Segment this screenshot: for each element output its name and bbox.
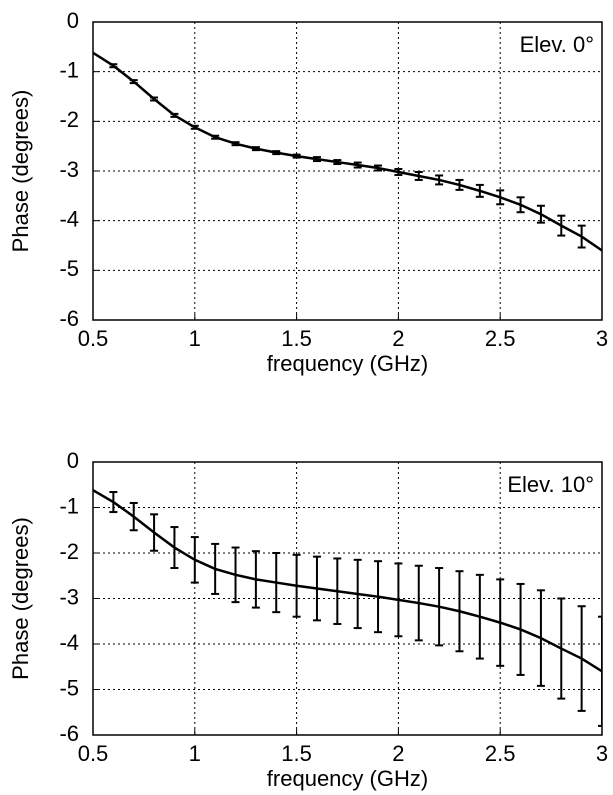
- error-bar: [475, 183, 484, 198]
- error-bar: [414, 564, 423, 642]
- y-tick-label: 0: [67, 448, 79, 473]
- x-tick-label: 2: [392, 741, 404, 766]
- x-tick-label: 1: [189, 326, 201, 351]
- error-bar: [272, 150, 281, 156]
- x-tick-label: 0.5: [78, 326, 109, 351]
- error-bar: [312, 156, 321, 163]
- error-bar: [496, 189, 505, 206]
- y-tick-label: -3: [59, 157, 79, 182]
- error-bar: [374, 164, 383, 172]
- y-tick-label: -5: [59, 256, 79, 281]
- plot-frame: [92, 21, 603, 321]
- plot-area: [93, 51, 602, 252]
- annotation: Elev. 10°: [507, 472, 594, 497]
- y-tick-label: -4: [59, 630, 79, 655]
- error-bar: [231, 546, 240, 604]
- error-bar: [292, 553, 301, 618]
- error-bar: [353, 161, 362, 169]
- plot-area: [93, 489, 602, 727]
- error-bar: [414, 170, 423, 181]
- y-tick-label: -2: [59, 107, 79, 132]
- annotation: Elev. 0°: [520, 32, 594, 57]
- error-bar: [455, 178, 464, 191]
- error-bar: [577, 605, 586, 712]
- error-bar: [435, 567, 444, 647]
- error-bar: [598, 615, 602, 727]
- error-bar: [251, 146, 260, 152]
- error-bar: [292, 153, 301, 159]
- x-tick-label: 1.5: [281, 326, 312, 351]
- y-tick-label: 0: [67, 8, 79, 33]
- y-axis-label: Phase (degrees): [8, 517, 33, 680]
- error-bar: [557, 597, 566, 700]
- y-axis-label: Phase (degrees): [8, 90, 33, 253]
- error-bar: [557, 214, 566, 237]
- error-bar: [129, 79, 138, 85]
- error-bar: [455, 570, 464, 653]
- y-tick-label: -3: [59, 584, 79, 609]
- error-bar: [577, 224, 586, 249]
- subplot: 0 -1 -2 -3 -4 -5 -60.5 1 1.5 2 2.5 3 Elev. 10° freque…: [8, 448, 608, 791]
- y-tick-label: -5: [59, 675, 79, 700]
- error-bar: [231, 141, 240, 147]
- error-bar: [170, 112, 179, 118]
- error-bar: [435, 174, 444, 186]
- error-bar: [190, 124, 199, 130]
- y-tick-label: -2: [59, 539, 79, 564]
- error-bar: [251, 550, 260, 609]
- x-axis-label: frequency (GHz): [267, 351, 428, 376]
- y-tick-label: -4: [59, 206, 79, 231]
- error-bar: [190, 536, 199, 584]
- x-tick-label: 2.5: [485, 326, 516, 351]
- error-bar: [536, 589, 545, 687]
- error-bar: [312, 555, 321, 622]
- error-bar: [475, 573, 484, 660]
- error-bar: [374, 560, 383, 634]
- error-bar: [394, 168, 403, 176]
- x-tick-label: 1.5: [281, 741, 312, 766]
- subplot: 0 -1 -2 -3 -4 -5 -60.5 1 1.5 2 2.5 3 Elev. 0° frequen…: [8, 8, 608, 376]
- error-bar: [394, 562, 403, 638]
- error-bar: [109, 63, 118, 69]
- error-bar: [170, 526, 179, 570]
- error-bar: [211, 134, 220, 140]
- error-bar: [516, 196, 525, 214]
- x-tick-label: 2.5: [485, 741, 516, 766]
- y-tick-label: -1: [59, 57, 79, 82]
- x-tick-label: 2: [392, 326, 404, 351]
- error-bar: [333, 159, 342, 166]
- error-bar: [150, 96, 159, 102]
- error-bar: [536, 204, 545, 224]
- error-bar: [211, 542, 220, 595]
- error-bar: [333, 557, 342, 625]
- x-tick-label: 0.5: [78, 741, 109, 766]
- error-bar: [109, 491, 118, 514]
- error-bar: [516, 582, 525, 676]
- x-tick-label: 3: [596, 741, 608, 766]
- x-tick-label: 1: [189, 741, 201, 766]
- y-tick-label: -6: [59, 306, 79, 331]
- x-axis-label: frequency (GHz): [267, 766, 428, 791]
- y-tick-label: -6: [59, 721, 79, 746]
- error-bar: [496, 578, 505, 667]
- plot-frame: [92, 461, 603, 736]
- y-tick-label: -1: [59, 493, 79, 518]
- data-line: [93, 489, 602, 673]
- x-tick-label: 3: [596, 326, 608, 351]
- error-bar: [272, 552, 281, 614]
- error-bar: [150, 513, 159, 552]
- error-bar: [353, 558, 362, 630]
- error-bar: [129, 501, 138, 532]
